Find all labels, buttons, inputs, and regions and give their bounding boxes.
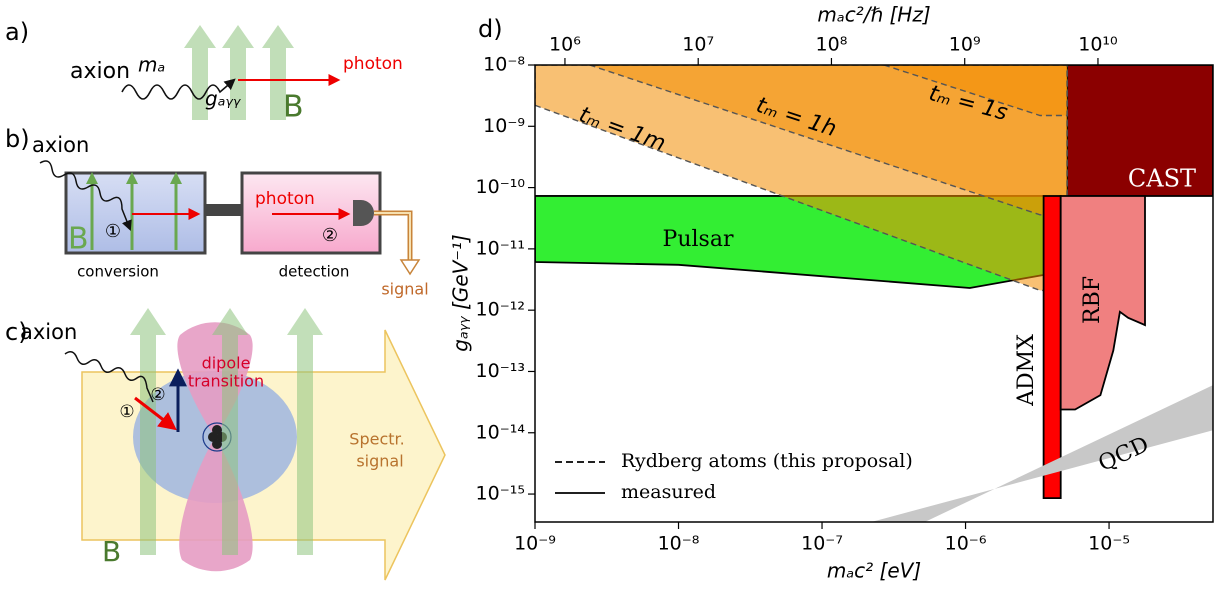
region-label: ADMX bbox=[1014, 334, 1039, 407]
signal-label: signal bbox=[356, 452, 403, 471]
coupling-label: gₐᵧᵧ bbox=[205, 87, 241, 111]
y-tick-label: 10⁻¹⁵ bbox=[476, 483, 525, 505]
signal-label: Spectr. bbox=[349, 430, 404, 449]
x-tick-label: 10⁻⁸ bbox=[658, 533, 700, 555]
panel-a: a) axion mₐ gₐᵧᵧ photon B bbox=[5, 18, 403, 125]
region-label: CAST bbox=[1128, 165, 1196, 193]
detection-label: detection bbox=[279, 263, 350, 281]
page: a) axion mₐ gₐᵧᵧ photon B b) axion B pho… bbox=[0, 0, 1220, 587]
signal-label: signal bbox=[381, 280, 428, 299]
photon-label: photon bbox=[255, 189, 315, 209]
y-axis-label: gₐᵧᵧ [GeV⁻¹] bbox=[449, 234, 473, 351]
step-marker: ② bbox=[150, 385, 165, 405]
y-tick-label: 10⁻⁸ bbox=[483, 54, 525, 76]
step-marker: ① bbox=[105, 221, 121, 242]
x-tick-label: 10⁻⁵ bbox=[1088, 533, 1130, 555]
legend-label: measured bbox=[621, 481, 716, 503]
region-label: Pulsar bbox=[663, 227, 734, 252]
x-axis-label: mₐc² [eV] bbox=[827, 559, 921, 583]
y-tick-label: 10⁻⁹ bbox=[483, 115, 525, 137]
region-label: RBF bbox=[1080, 276, 1105, 324]
y-tick-label: 10⁻¹² bbox=[476, 299, 525, 321]
photon-label: photon bbox=[343, 54, 403, 74]
x2-tick-label: 10¹⁰ bbox=[1078, 34, 1117, 56]
field-label: B bbox=[68, 222, 89, 257]
axion-label: axion bbox=[70, 59, 130, 84]
panel-c: c) axion ① ② dipole transition Spectr. s… bbox=[5, 308, 445, 580]
axion-label: axion bbox=[20, 320, 77, 344]
figure: a) axion mₐ gₐᵧᵧ photon B b) axion B pho… bbox=[0, 0, 1220, 587]
panel-label: b) bbox=[5, 125, 30, 153]
panel-label: d) bbox=[478, 15, 503, 43]
region bbox=[871, 385, 1213, 522]
connector bbox=[205, 204, 242, 216]
axion-label: axion bbox=[32, 133, 89, 157]
x2-tick-label: 10⁹ bbox=[949, 34, 981, 56]
conversion-label: conversion bbox=[77, 263, 159, 281]
y-tick-label: 10⁻¹⁴ bbox=[476, 421, 526, 443]
x2-tick-label: 10⁸ bbox=[816, 34, 848, 56]
step-marker: ① bbox=[119, 402, 134, 422]
x-tick-label: 10⁻⁷ bbox=[801, 533, 843, 555]
x2-tick-label: 10⁷ bbox=[682, 34, 714, 56]
y-tick-label: 10⁻¹³ bbox=[476, 360, 525, 382]
field-label: B bbox=[283, 90, 304, 125]
field-label: B bbox=[102, 535, 121, 568]
panel-b: b) axion B photon ① ② conversion detecti… bbox=[5, 125, 429, 299]
step-marker: ② bbox=[322, 225, 338, 246]
y-tick-label: 10⁻¹⁰ bbox=[476, 176, 525, 198]
region bbox=[1044, 196, 1061, 498]
x2-tick-label: 10⁶ bbox=[549, 34, 581, 56]
x2-axis-label: mₐc²/ℏ [Hz] bbox=[817, 3, 930, 27]
transition-label: transition bbox=[188, 372, 264, 391]
x-tick-label: 10⁻⁹ bbox=[514, 533, 556, 555]
panel-label: a) bbox=[5, 18, 29, 46]
mass-label: mₐ bbox=[138, 53, 165, 77]
y-tick-label: 10⁻¹¹ bbox=[476, 237, 525, 259]
x-tick-label: 10⁻⁶ bbox=[945, 533, 987, 555]
panel-d: d) mₐc²/ℏ [Hz] mₐc² [eV] gₐᵧᵧ [GeV⁻¹] CA… bbox=[449, 3, 1214, 583]
transition-label: dipole bbox=[202, 354, 251, 373]
legend-label: Rydberg atoms (this proposal) bbox=[621, 450, 913, 472]
